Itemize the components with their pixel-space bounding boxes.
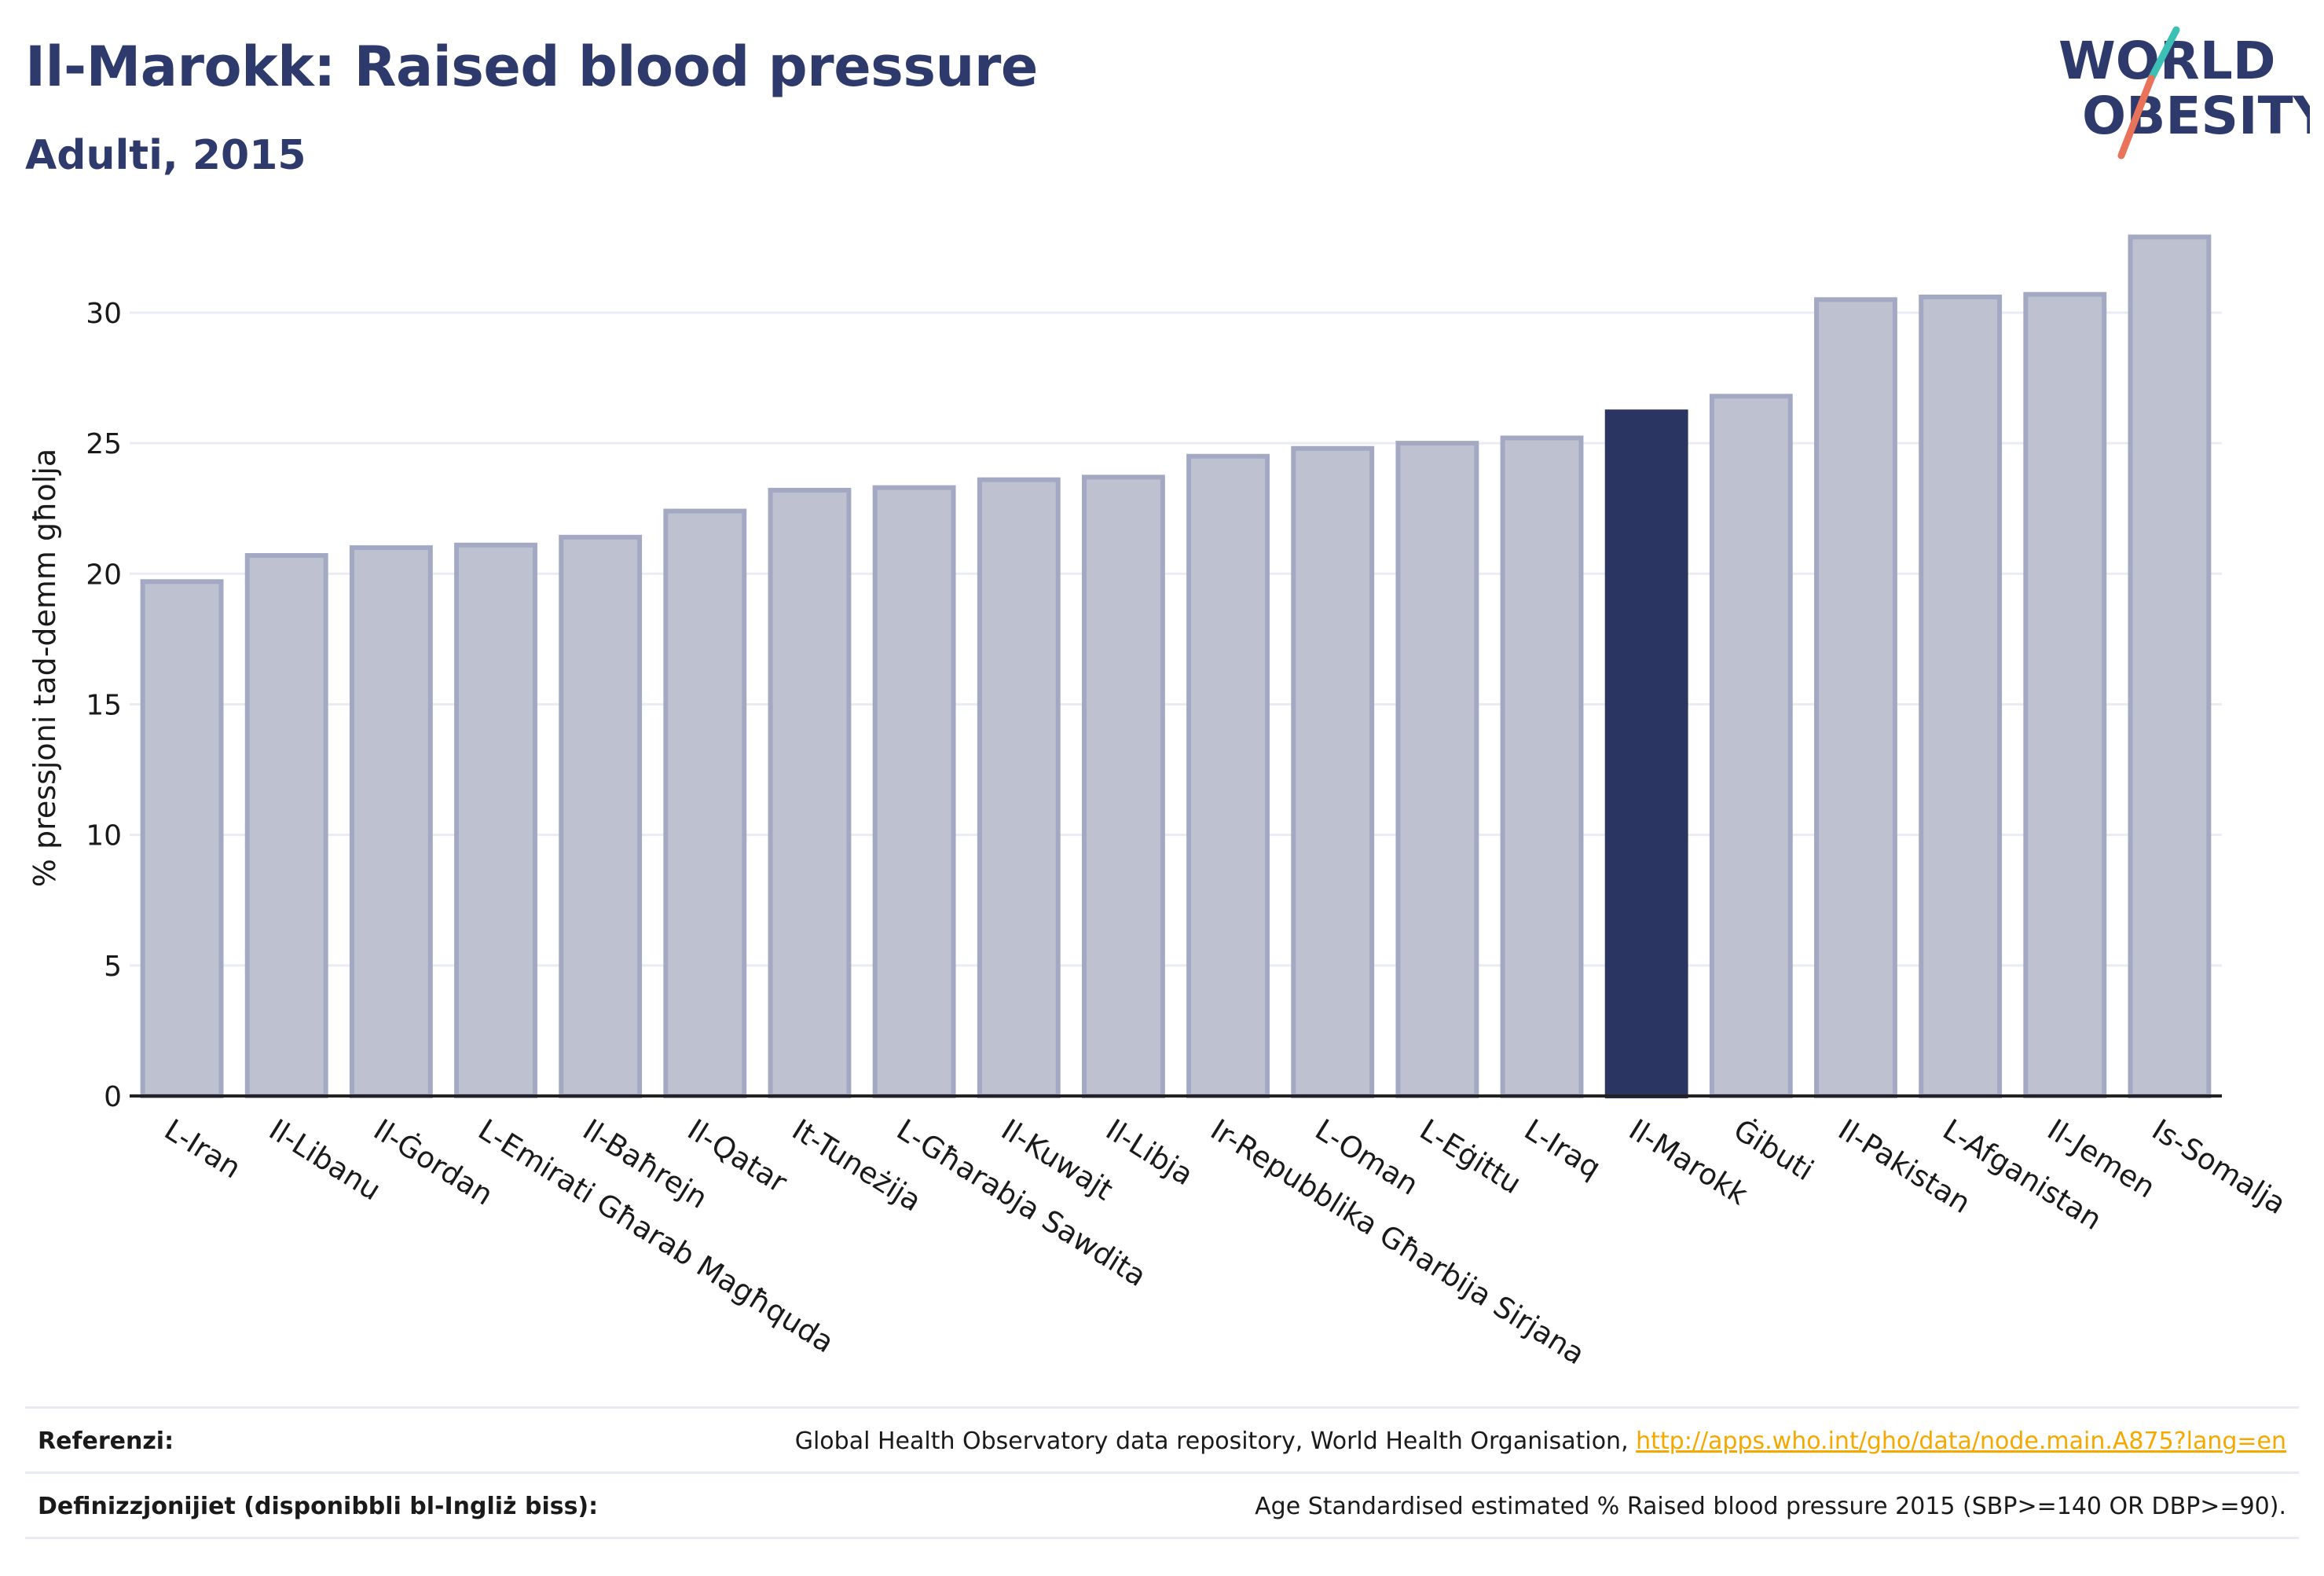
gridlines <box>130 311 2222 967</box>
y-tick-label: 5 <box>104 951 122 983</box>
page-title: Il-Marokk: Raised blood pressure <box>25 35 1038 99</box>
x-tick-label: Il-Marokk <box>1623 1112 1754 1211</box>
x-tick-label: Ir-Repubblika Għarbija Sirjana <box>1204 1112 1590 1371</box>
y-tick-label: 20 <box>86 559 122 591</box>
x-tick-label: Il-Libanu <box>263 1112 387 1207</box>
bar <box>1814 297 1897 1098</box>
x-tick-label: L-Emirati Għarab Magħquda <box>472 1112 840 1359</box>
x-tick-label: L-Iraq <box>1519 1112 1607 1185</box>
world-obesity-logo: WORLD OBESITY <box>2058 26 2310 159</box>
bar <box>140 579 224 1098</box>
y-tick-label: 30 <box>86 298 122 330</box>
y-tick-label: 0 <box>104 1081 122 1113</box>
bar <box>1186 453 1270 1098</box>
bar <box>1500 435 1584 1098</box>
bar <box>244 553 328 1098</box>
bar <box>1395 441 1479 1098</box>
bars <box>140 234 2212 1099</box>
bar <box>1604 409 1688 1098</box>
y-axis-label: % pressjoni tad-demm għolja <box>27 449 62 887</box>
definitions-label: Definizzjonijiet (disponibbli bl-Ingliż … <box>38 1493 599 1520</box>
footer: Referenzi: Global Health Observatory dat… <box>25 1406 2299 1539</box>
bar <box>768 487 852 1098</box>
bar <box>977 477 1061 1098</box>
bar <box>1291 445 1375 1098</box>
x-tick-label: L-Iran <box>159 1112 247 1185</box>
bar <box>1081 475 1165 1098</box>
y-tick-labels: 0 5 10 15 20 25 30 <box>86 298 122 1113</box>
y-tick-label: 10 <box>86 820 122 852</box>
bar <box>663 508 747 1098</box>
bar <box>1919 295 2003 1098</box>
references-row: Referenzi: Global Health Observatory dat… <box>25 1406 2299 1472</box>
page-subtitle: Adulti, 2015 <box>25 132 306 179</box>
bar <box>1709 394 1793 1098</box>
y-tick-label: 25 <box>86 428 122 460</box>
logo-slash-teal <box>2147 26 2180 82</box>
bar <box>454 542 537 1098</box>
x-tick-label: L-Eġittu <box>1414 1112 1527 1200</box>
references-link[interactable]: http://apps.who.int/gho/data/node.main.A… <box>1636 1428 2286 1455</box>
x-tick-label: Is-Somalja <box>2146 1112 2292 1221</box>
definitions-value: Age Standardised estimated % Raised bloo… <box>1255 1493 2286 1520</box>
bar <box>872 485 956 1098</box>
references-text: Global Health Observatory data repositor… <box>794 1428 1637 1455</box>
y-tick-label: 15 <box>86 689 122 721</box>
references-label: Referenzi: <box>38 1428 174 1455</box>
logo-word-obesity: OBESITY <box>2082 86 2310 146</box>
x-tick-label: Il-Ġordan <box>368 1112 499 1212</box>
definitions-row: Definizzjonijiet (disponibbli bl-Ingliż … <box>25 1472 2299 1539</box>
references-value: Global Health Observatory data repositor… <box>795 1428 2286 1455</box>
bar <box>2023 291 2107 1099</box>
bar <box>559 534 643 1098</box>
bar <box>2128 234 2212 1098</box>
bar <box>349 545 433 1098</box>
logo-slash-coral <box>2117 75 2155 159</box>
